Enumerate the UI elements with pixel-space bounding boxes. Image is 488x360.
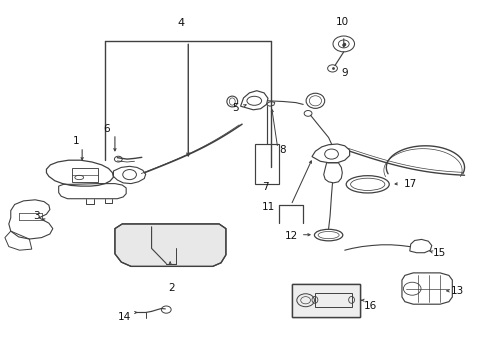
Text: 6: 6 [103, 123, 110, 134]
Polygon shape [115, 224, 225, 266]
Text: 4: 4 [177, 18, 184, 28]
Bar [72, 168, 98, 182]
Text: 16: 16 [363, 301, 377, 311]
Text: 13: 13 [449, 286, 463, 296]
Text: 17: 17 [403, 179, 417, 189]
Bar [292, 284, 359, 317]
Text: 1: 1 [72, 136, 79, 147]
Text: 7: 7 [262, 182, 268, 192]
Bar [314, 293, 351, 307]
Text: 5: 5 [232, 103, 239, 113]
Text: 9: 9 [341, 68, 347, 78]
Text: 15: 15 [431, 248, 445, 258]
Text: 2: 2 [167, 283, 174, 293]
Text: 11: 11 [261, 202, 274, 212]
Text: 3: 3 [33, 211, 40, 221]
Bar [292, 284, 359, 317]
Text: 14: 14 [118, 312, 131, 322]
Text: 10: 10 [335, 17, 348, 27]
Text: 12: 12 [285, 231, 298, 241]
Bar [255, 144, 278, 184]
Bar [292, 284, 359, 317]
Text: 8: 8 [279, 145, 285, 156]
